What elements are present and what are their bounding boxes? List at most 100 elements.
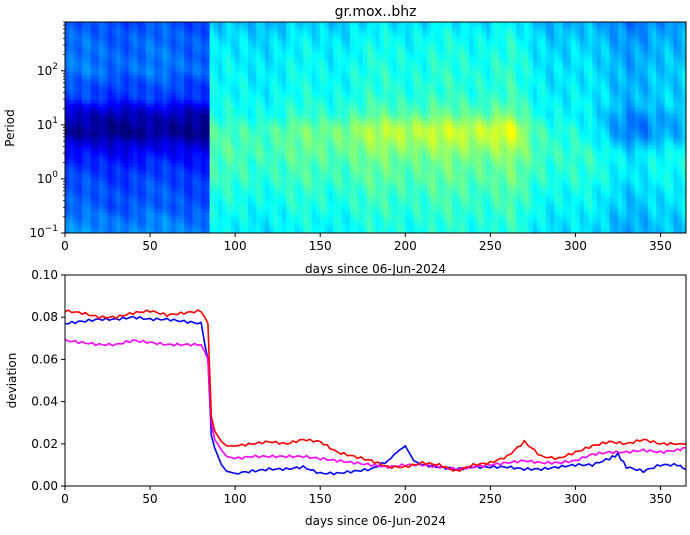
heatmap-cell: [388, 71, 394, 76]
heatmap-cell: [277, 50, 283, 55]
heatmap-cell: [294, 88, 300, 93]
heatmap-cell: [307, 46, 313, 51]
heatmap-cell: [128, 218, 134, 224]
heatmap-cell: [77, 131, 83, 136]
heatmap-cell: [311, 102, 317, 107]
heatmap-cell: [243, 106, 249, 111]
heatmap-cell: [332, 155, 338, 160]
heatmap-cell: [124, 106, 130, 111]
heatmap-cell: [69, 180, 75, 185]
heatmap-cell: [392, 64, 398, 69]
heatmap-cell: [184, 116, 189, 122]
heatmap-cell: [179, 197, 185, 202]
heatmap-cell: [94, 173, 100, 178]
heatmap-cell: [226, 120, 232, 125]
heatmap-cell: [273, 50, 279, 55]
heatmap-cell: [307, 71, 313, 76]
heatmap-cell: [277, 39, 283, 44]
heatmap-cell: [90, 92, 96, 97]
heatmap-cell: [294, 159, 300, 164]
heatmap-cell: [111, 145, 117, 150]
heatmap-cell: [94, 145, 100, 150]
heatmap-cell: [90, 71, 96, 76]
heatmap-cell: [196, 123, 202, 129]
heatmap-cell: [150, 53, 155, 58]
heatmap-cell: [401, 169, 406, 174]
heatmap-cell: [128, 222, 134, 227]
heatmap-cell: [358, 36, 364, 41]
heatmap-cell: [354, 208, 360, 213]
heatmap-cell: [396, 218, 402, 224]
heatmap-cell: [303, 145, 309, 150]
heatmap-cell: [277, 141, 283, 146]
heatmap-cell: [307, 57, 313, 62]
heatmap-cell: [175, 131, 181, 136]
heatmap-cell: [218, 215, 223, 220]
heatmap-cell: [281, 166, 287, 171]
heatmap-cell: [162, 67, 168, 72]
heatmap-cell: [205, 25, 211, 30]
heatmap-cell: [107, 85, 113, 90]
heatmap-cell: [196, 92, 202, 97]
heatmap-cell: [179, 71, 185, 76]
heatmap-cell: [281, 176, 287, 181]
heatmap-cell: [192, 187, 198, 192]
heatmap-cell: [243, 190, 249, 195]
heatmap-cell: [303, 148, 309, 153]
heatmap-cell: [277, 29, 283, 34]
heatmap-cell: [286, 138, 292, 143]
heatmap-cell: [94, 78, 100, 83]
heatmap-cell: [358, 113, 364, 118]
heatmap-cell: [362, 127, 368, 132]
heatmap-cell: [366, 187, 372, 192]
heatmap-cell: [298, 88, 304, 93]
heatmap-cell: [107, 141, 113, 146]
heatmap-cell: [379, 145, 385, 150]
heatmap-cell: [354, 88, 360, 93]
heatmap-cell: [354, 74, 360, 79]
heatmap-cell: [175, 64, 181, 69]
heatmap-cell: [107, 155, 113, 160]
heatmap-cell: [264, 190, 270, 195]
heatmap-cell: [94, 162, 100, 167]
heatmap-cell: [218, 123, 223, 129]
heatmap-cell: [235, 218, 240, 224]
heatmap-cell: [337, 152, 343, 157]
heatmap-cell: [405, 176, 411, 181]
heatmap-cell: [175, 50, 181, 55]
heatmap-cell: [311, 57, 317, 62]
heatmap-cell: [379, 64, 385, 69]
heatmap-cell: [90, 29, 96, 34]
heatmap-cell: [201, 176, 206, 181]
heatmap-cell: [290, 53, 296, 58]
heatmap-cell: [354, 176, 360, 181]
heatmap-cell: [65, 138, 70, 143]
heatmap-cell: [315, 57, 321, 62]
heatmap-cell: [405, 127, 411, 132]
heatmap-cell: [345, 134, 351, 139]
heatmap-cell: [401, 60, 406, 65]
heatmap-cell: [107, 190, 113, 195]
heatmap-cell: [392, 148, 398, 153]
heatmap-cell: [69, 194, 75, 199]
heatmap-cell: [116, 229, 121, 233]
heatmap-cell: [94, 46, 100, 51]
heatmap-cell: [256, 183, 262, 188]
heatmap-cell: [86, 113, 92, 118]
heatmap-cell: [401, 127, 406, 132]
heatmap-cell: [128, 155, 134, 160]
heatmap-cell: [328, 222, 334, 227]
heatmap-cell: [243, 222, 249, 227]
heatmap-cell: [175, 71, 181, 76]
heatmap-cell: [201, 78, 206, 83]
heatmap-cell: [158, 109, 164, 115]
heatmap-cell: [264, 36, 270, 41]
heatmap-cell: [120, 102, 126, 107]
heatmap-cell: [175, 211, 181, 217]
heatmap-cell: [213, 176, 219, 181]
heatmap-cell: [286, 74, 292, 79]
heatmap-cell: [286, 145, 292, 150]
heatmap-cell: [392, 211, 398, 217]
heatmap-cell: [188, 190, 194, 195]
heatmap-cell: [111, 43, 117, 48]
